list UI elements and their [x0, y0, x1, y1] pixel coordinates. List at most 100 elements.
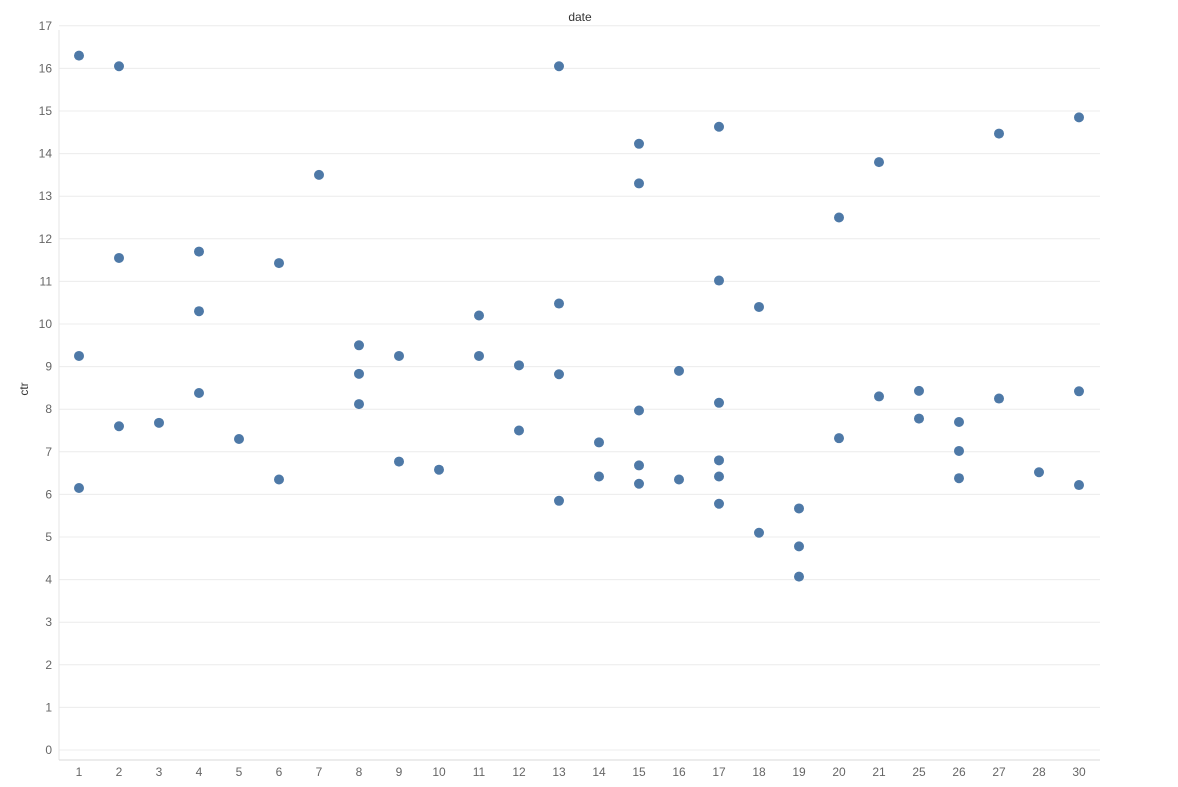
- x-tick-label: 18: [752, 765, 766, 779]
- x-tick-label: 30: [1072, 765, 1086, 779]
- gridlines: [59, 25, 1100, 751]
- data-point: [554, 495, 564, 506]
- data-point: [714, 397, 724, 408]
- data-point: [874, 391, 884, 402]
- data-point: [74, 350, 84, 361]
- y-tick-label: 11: [40, 274, 53, 288]
- data-point: [914, 385, 924, 396]
- data-point: [434, 464, 444, 475]
- x-tick-label: 6: [276, 765, 283, 779]
- data-point: [754, 527, 764, 538]
- data-point: [354, 340, 364, 351]
- y-tick-label: 4: [45, 573, 52, 587]
- data-point: [834, 433, 844, 444]
- data-point: [74, 483, 84, 494]
- data-point: [714, 275, 724, 286]
- y-tick-label: 2: [45, 658, 52, 672]
- data-point: [954, 473, 964, 484]
- data-point: [914, 413, 924, 424]
- data-point: [674, 365, 684, 376]
- data-point: [514, 360, 524, 371]
- x-tick-label: 13: [552, 765, 566, 779]
- x-tick-label: 20: [832, 765, 846, 779]
- data-point: [514, 425, 524, 436]
- data-point: [274, 258, 284, 269]
- x-tick-label: 7: [316, 765, 323, 779]
- data-point: [114, 421, 124, 432]
- x-tick-label: 25: [912, 765, 926, 779]
- y-tick-label: 10: [39, 317, 53, 331]
- data-point: [634, 478, 644, 489]
- data-point: [114, 61, 124, 72]
- data-point: [554, 298, 564, 309]
- data-point: [1074, 112, 1084, 123]
- data-point: [474, 310, 484, 321]
- x-tick-label: 28: [1032, 765, 1046, 779]
- data-point: [634, 178, 644, 189]
- x-tick-label: 27: [992, 765, 1006, 779]
- data-point: [594, 471, 604, 482]
- x-tick-label: 10: [432, 765, 446, 779]
- data-point: [74, 50, 84, 61]
- x-tick-label: 19: [792, 765, 806, 779]
- y-tick-label: 16: [39, 61, 53, 75]
- data-point: [154, 417, 164, 428]
- data-point: [394, 350, 404, 361]
- data-point: [634, 460, 644, 471]
- data-point: [354, 399, 364, 410]
- data-point: [194, 306, 204, 317]
- data-point: [474, 350, 484, 361]
- y-tick-label: 6: [45, 487, 52, 501]
- data-point: [714, 471, 724, 482]
- y-tick-label: 14: [39, 147, 53, 161]
- y-tick-label: 8: [45, 402, 52, 416]
- data-point: [714, 121, 724, 132]
- y-tick-label: 5: [45, 530, 52, 544]
- data-point: [834, 212, 844, 223]
- x-tick-label: 17: [712, 765, 726, 779]
- x-tick-label: 5: [236, 765, 243, 779]
- x-tick-label: 2: [116, 765, 123, 779]
- data-point: [114, 252, 124, 263]
- data-point: [634, 405, 644, 416]
- y-tick-label: 0: [45, 743, 52, 757]
- y-tick-label: 7: [45, 445, 52, 459]
- x-tick-label: 8: [356, 765, 363, 779]
- data-point: [994, 393, 1004, 404]
- data-point: [594, 437, 604, 448]
- y-tick-label: 13: [39, 189, 53, 203]
- data-point: [194, 388, 204, 399]
- x-tick-label: 11: [473, 765, 486, 779]
- x-tick-label: 3: [156, 765, 163, 779]
- x-tick-label: 12: [512, 765, 526, 779]
- x-tick-label: 26: [952, 765, 966, 779]
- data-point: [794, 541, 804, 552]
- y-tick-label: 3: [45, 615, 52, 629]
- data-point: [554, 369, 564, 380]
- data-point: [1074, 480, 1084, 491]
- y-tick-label: 9: [45, 360, 52, 374]
- data-point: [754, 301, 764, 312]
- data-point: [994, 128, 1004, 139]
- data-point: [674, 474, 684, 485]
- data-point: [794, 571, 804, 582]
- data-point: [954, 416, 964, 427]
- data-point: [354, 368, 364, 379]
- data-point: [714, 498, 724, 509]
- x-tick-label: 16: [672, 765, 686, 779]
- data-point: [1074, 386, 1084, 397]
- data-point: [394, 456, 404, 467]
- data-point: [314, 169, 324, 180]
- data-point: [874, 157, 884, 168]
- data-point: [194, 246, 204, 257]
- data-point: [714, 455, 724, 466]
- data-point: [954, 445, 964, 456]
- x-tick-label: 1: [76, 765, 83, 779]
- y-tick-label: 12: [39, 232, 53, 246]
- data-point: [634, 138, 644, 149]
- x-tick-label: 15: [632, 765, 646, 779]
- y-tick-label: 15: [39, 104, 53, 118]
